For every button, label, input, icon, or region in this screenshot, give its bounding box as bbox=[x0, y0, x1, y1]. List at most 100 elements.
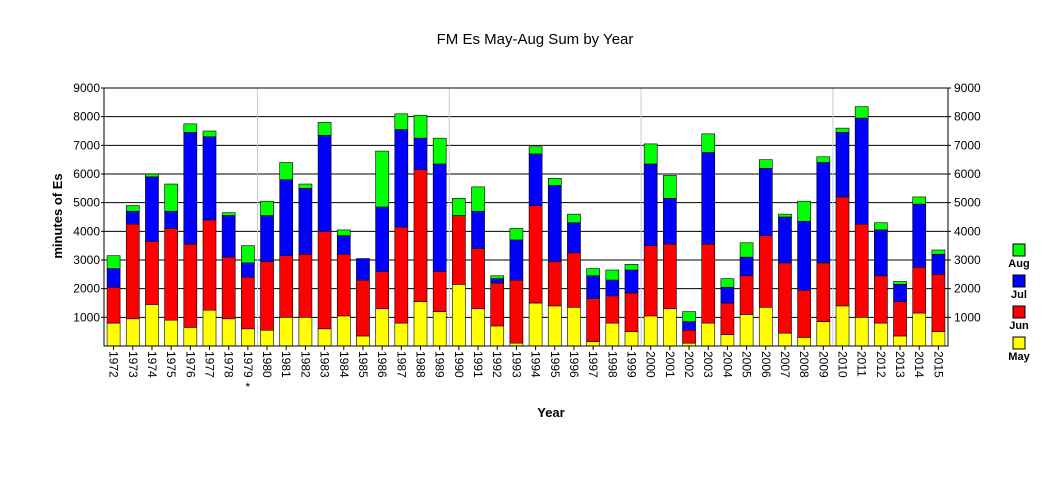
bar-may-1984 bbox=[336, 315, 351, 347]
bar-aug-1994 bbox=[528, 146, 543, 155]
bar-jul-1972 bbox=[106, 268, 121, 288]
x-tick-label: 2013 bbox=[893, 351, 907, 378]
x-tick-label: 2011 bbox=[855, 351, 869, 377]
y-tick-label: 1000 bbox=[73, 310, 100, 324]
bar-aug-1987 bbox=[394, 113, 409, 130]
bar-jun-1993 bbox=[509, 279, 524, 344]
bar-may-1999 bbox=[624, 331, 639, 347]
x-tick-label: 2010 bbox=[836, 351, 850, 378]
legend-label-may: May bbox=[1008, 351, 1030, 363]
bar-jun-2007 bbox=[778, 262, 792, 334]
x-tick-label: 1990 bbox=[452, 351, 466, 378]
bar-jun-2003 bbox=[701, 243, 716, 324]
x-tick-label: 1982 bbox=[298, 351, 312, 378]
y-tick-label: 3000 bbox=[954, 253, 981, 267]
bar-jul-2010 bbox=[835, 132, 850, 198]
y-tick-label: 1000 bbox=[954, 310, 981, 324]
x-axis: 1972 1973 1974 1975 1976 1977 1978 1979 * 1980 198… bbox=[107, 346, 945, 394]
bar-aug-1972 bbox=[106, 255, 121, 269]
bar-jul-1999 bbox=[624, 269, 639, 294]
bar-aug-1998 bbox=[605, 269, 620, 281]
bar-aug-1974 bbox=[145, 173, 159, 178]
bar-jun-2015 bbox=[931, 274, 946, 332]
bar-jul-1979 bbox=[241, 262, 255, 278]
bar-may-1981 bbox=[279, 317, 294, 347]
y-tick-label: 9000 bbox=[73, 81, 100, 95]
bar-jun-1989 bbox=[432, 271, 447, 312]
bar-jun-1986 bbox=[375, 271, 389, 310]
x-tick-label: 2000 bbox=[644, 351, 658, 378]
y-tick-label: 9000 bbox=[954, 81, 981, 95]
x-tick-label: 1983 bbox=[318, 351, 332, 378]
bar-jun-1999 bbox=[624, 292, 639, 332]
bar-may-1974 bbox=[145, 304, 159, 347]
x-tick-label: 1999 bbox=[625, 351, 639, 378]
bar-aug-2001 bbox=[663, 175, 677, 199]
chart-title: FM Es May-Aug Sum by Year bbox=[437, 31, 634, 48]
bar-jun-2014 bbox=[912, 266, 927, 314]
bar-jun-2008 bbox=[797, 289, 811, 338]
bar-aug-1983 bbox=[317, 122, 332, 136]
bar-jul-1986 bbox=[375, 206, 389, 272]
bar-jun-1973 bbox=[125, 223, 140, 320]
bars bbox=[106, 106, 946, 347]
y-axis-label: minutes of Es bbox=[50, 173, 65, 258]
bar-may-2011 bbox=[854, 317, 869, 347]
bar-aug-1993 bbox=[509, 228, 524, 241]
bar-may-2008 bbox=[797, 337, 811, 347]
bar-may-1987 bbox=[394, 322, 409, 347]
bar-aug-2008 bbox=[797, 200, 811, 222]
x-tick-label: 1997 bbox=[586, 351, 600, 378]
x-tick-label: 1972 bbox=[107, 351, 121, 378]
annotation: * bbox=[246, 380, 251, 394]
bar-jul-1975 bbox=[164, 210, 178, 229]
bar-aug-2011 bbox=[854, 106, 869, 119]
bar-jul-2000 bbox=[643, 163, 658, 246]
bar-jun-1982 bbox=[298, 253, 313, 318]
bar-may-1985 bbox=[356, 335, 370, 347]
bar-aug-1991 bbox=[471, 186, 485, 212]
bar-may-1975 bbox=[164, 319, 178, 347]
y-tick-label: 3000 bbox=[73, 253, 100, 267]
y-tick-label: 2000 bbox=[954, 282, 981, 296]
bar-aug-1978 bbox=[221, 212, 236, 216]
y-axis-left: 1000 2000 3000 4000 5000 6000 7000 8000 9000 bbox=[73, 81, 104, 324]
bar-jun-1990 bbox=[452, 215, 466, 285]
x-tick-label: 1987 bbox=[394, 351, 408, 378]
y-tick-label: 2000 bbox=[73, 282, 100, 296]
x-tick-label: 1976 bbox=[183, 351, 197, 378]
bar-jul-2014 bbox=[912, 203, 927, 268]
bar-jul-2011 bbox=[854, 117, 869, 225]
bar-jun-1974 bbox=[145, 241, 159, 305]
bar-aug-1992 bbox=[490, 275, 505, 279]
bar-jun-2012 bbox=[874, 275, 888, 324]
x-tick-label: 2003 bbox=[701, 351, 715, 378]
bar-jun-1988 bbox=[413, 169, 428, 302]
bar-jun-2013 bbox=[893, 301, 907, 337]
y-tick-label: 6000 bbox=[73, 167, 100, 181]
bar-jul-1998 bbox=[605, 279, 620, 297]
bar-jul-1994 bbox=[528, 153, 543, 206]
bar-jul-2012 bbox=[874, 229, 888, 277]
bar-jun-1984 bbox=[336, 253, 351, 317]
bar-aug-2014 bbox=[912, 196, 927, 205]
y-tick-label: 5000 bbox=[954, 196, 981, 210]
bar-jun-1981 bbox=[279, 255, 294, 318]
bar-aug-1975 bbox=[164, 183, 178, 212]
legend-label-jul: Jul bbox=[1011, 289, 1027, 301]
x-tick-label: 1973 bbox=[126, 351, 140, 378]
bar-may-1989 bbox=[432, 311, 447, 347]
legend-swatch-aug bbox=[1012, 243, 1026, 257]
bar-jul-1987 bbox=[394, 129, 409, 228]
bar-jun-1979 bbox=[241, 276, 255, 330]
bar-jun-1975 bbox=[164, 228, 178, 321]
bar-may-2012 bbox=[874, 322, 888, 347]
y-tick-label: 8000 bbox=[954, 110, 981, 124]
bar-jun-2004 bbox=[720, 302, 735, 335]
bar-may-1994 bbox=[528, 302, 543, 347]
bar-may-1998 bbox=[605, 322, 620, 347]
bar-aug-1984 bbox=[336, 229, 351, 236]
x-tick-label: 2002 bbox=[682, 351, 696, 378]
bar-may-2003 bbox=[701, 322, 716, 347]
